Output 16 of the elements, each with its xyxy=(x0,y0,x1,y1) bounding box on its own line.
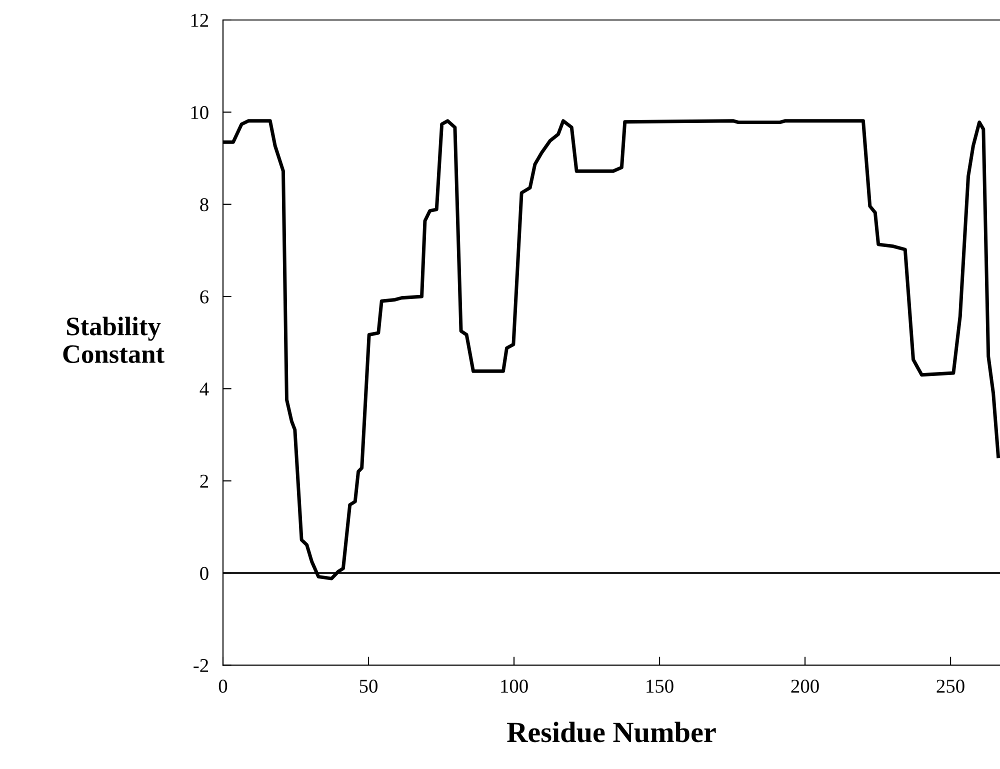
y-tick-label: 10 xyxy=(191,106,208,120)
y-tick-label: 0 xyxy=(200,566,208,580)
y-tick-label: 4 xyxy=(200,382,209,396)
x-tick-label: 200 xyxy=(791,680,819,693)
y-tick-label: 6 xyxy=(200,290,209,304)
x-tick-label: 250 xyxy=(936,680,964,693)
x-tick-label: 100 xyxy=(501,680,528,693)
y-axis-title: Stability Constant xyxy=(63,316,164,364)
y-tick-label: 12 xyxy=(191,14,208,27)
y-tick-label: 2 xyxy=(200,474,208,488)
x-tick-label: 0 xyxy=(218,680,228,693)
y-tick-label: -2 xyxy=(194,659,208,672)
x-tick-label: 50 xyxy=(360,680,378,693)
x-axis-title: Residue Number xyxy=(507,722,716,742)
x-tick-label: 150 xyxy=(646,680,674,693)
y-tick-label: 8 xyxy=(200,198,208,212)
